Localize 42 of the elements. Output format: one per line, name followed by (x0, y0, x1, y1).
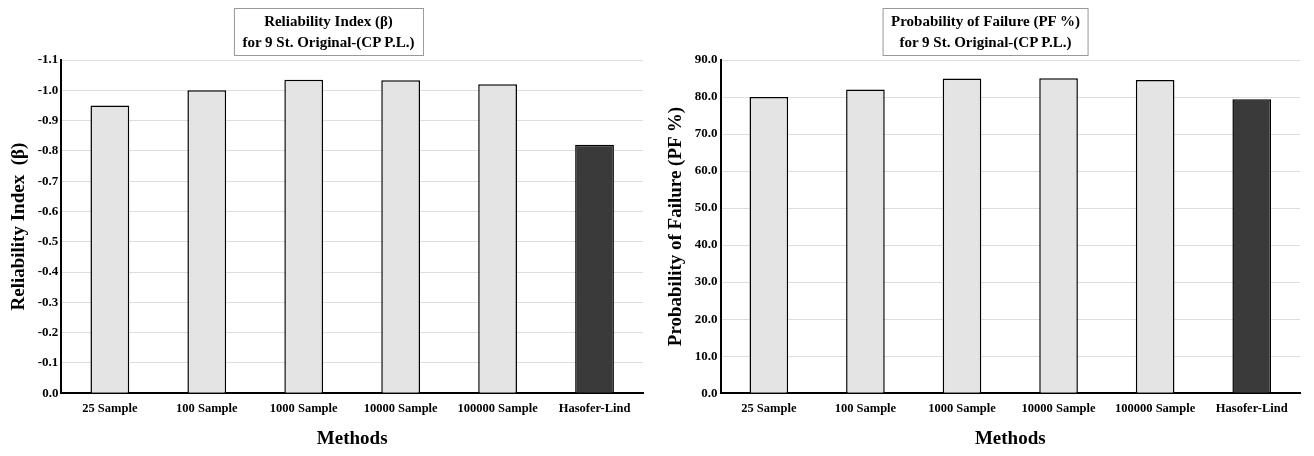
y-axis-title: Probability of Failure (PF %) (664, 106, 687, 347)
y-tick-label: 20.0 (694, 310, 718, 326)
y-tick-label: -0.3 (37, 293, 59, 309)
y-tick-label: 70.0 (694, 125, 718, 141)
y-tick-label: 0.0 (42, 384, 59, 400)
y-tick-label: -0.5 (37, 233, 59, 249)
y-tick-label: -0.8 (37, 142, 59, 158)
y-tick-label: 60.0 (694, 162, 718, 178)
y-tick-label: -0.4 (37, 263, 59, 279)
chart-title: Probability of Failure (PF %) (891, 12, 1080, 31)
y-tick-label: -0.1 (37, 354, 59, 370)
x-tick-label: 1000 Sample (269, 400, 339, 415)
y-tick-label: 30.0 (694, 273, 718, 289)
y-tick-label: -0.2 (37, 323, 59, 339)
x-tick-label: Hasofer-Lind (1215, 400, 1288, 415)
y-tick-label: -0.7 (37, 172, 59, 188)
y-tick-label: 0.0 (701, 384, 718, 400)
x-tick-label: 25 Sample (82, 400, 138, 415)
y-tick-label: -0.6 (37, 202, 59, 218)
y-tick-label: -1.0 (37, 81, 59, 97)
y-tick-label: 40.0 (694, 236, 718, 252)
x-axis-title: Methods (974, 426, 1046, 448)
y-tick-label: 10.0 (694, 347, 718, 363)
x-tick-label: 1000 Sample (928, 400, 997, 415)
chart-title: Reliability Index (β) (263, 12, 394, 31)
y-tick-label: -0.9 (37, 111, 59, 127)
x-tick-label: Hasofer-Lind (558, 400, 631, 415)
x-tick-label: 25 Sample (741, 400, 797, 415)
x-tick-label: 100000 Sample (457, 400, 539, 415)
x-axis-title: Methods (316, 426, 388, 448)
x-tick-label: 100 Sample (176, 400, 238, 415)
chart-subtitle: for 9 St. Original-(CP P.L.) (242, 33, 415, 52)
y-axis-title: Reliability Index (β) (7, 142, 30, 311)
x-tick-label: 10000 Sample (1021, 400, 1096, 415)
x-tick-label: 100 Sample (834, 400, 897, 415)
y-tick-label: 80.0 (694, 88, 718, 104)
x-tick-label: 100000 Sample (1115, 400, 1196, 415)
chart-subtitle: for 9 St. Original-(CP P.L.) (898, 33, 1073, 52)
x-tick-label: 10000 Sample (363, 400, 439, 415)
y-tick-label: 90.0 (694, 51, 718, 67)
y-tick-label: -1.1 (37, 51, 59, 67)
y-tick-label: 50.0 (694, 199, 718, 215)
